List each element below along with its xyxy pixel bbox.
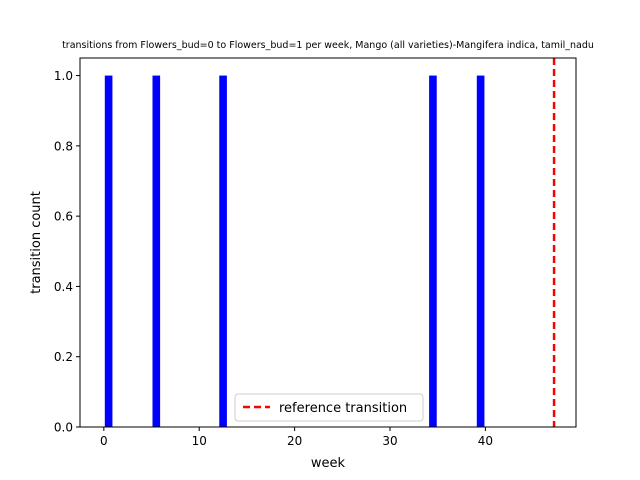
y-tick-label: 0.8: [54, 139, 73, 153]
bars-group: [104, 75, 485, 428]
y-tick-label: 0.2: [54, 350, 73, 364]
y-tick-label: 1.0: [54, 69, 73, 83]
x-tick-label: 20: [287, 434, 302, 448]
y-axis-label: transition count: [29, 191, 44, 294]
bar-week-39.5: [476, 75, 485, 428]
x-axis-label: week: [311, 456, 346, 471]
legend: reference transition: [234, 393, 424, 422]
bar-week-12.5: [219, 75, 227, 428]
bar-week-34.5: [429, 75, 437, 428]
x-tick-label: 30: [382, 434, 397, 448]
y-tick-label: 0.4: [54, 280, 73, 294]
legend-box: [234, 393, 424, 422]
y-tick-label: 0.6: [54, 210, 73, 224]
plot-frame: [79, 57, 577, 428]
bar-week-5.5: [152, 75, 161, 428]
legend-entry-reference-transition: reference transition: [279, 401, 407, 416]
chart-title: transitions from Flowers_bud=0 to Flower…: [62, 40, 594, 51]
y-axis-ticks: 0.0 0.2 0.4 0.6 0.8 1.0: [54, 69, 80, 435]
y-tick-label: 0.0: [54, 421, 73, 435]
x-axis-ticks: 0 10 20 30 40: [100, 427, 493, 448]
x-tick-label: 10: [192, 434, 207, 448]
bar-week-0.5: [104, 75, 113, 428]
x-tick-label: 0: [100, 434, 108, 448]
x-tick-label: 40: [478, 434, 493, 448]
